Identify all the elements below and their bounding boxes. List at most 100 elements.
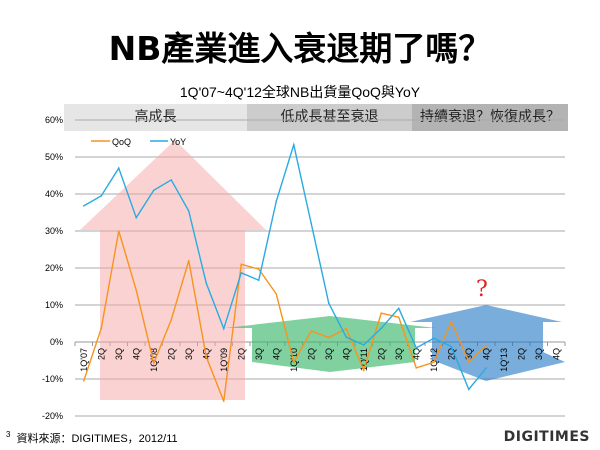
y-tick-label: -10%: [42, 374, 63, 384]
data-point-qoq: [257, 268, 260, 270]
data-point-qoq: [310, 330, 313, 332]
digitimes-logo: DIGITIMES: [503, 429, 590, 445]
data-point-yoy: [327, 302, 330, 304]
y-tick-label: 0%: [50, 337, 63, 347]
x-tick-label: 4Q: [271, 348, 281, 360]
data-point-qoq: [467, 360, 470, 363]
data-point-yoy: [362, 344, 365, 346]
data-point-qoq: [222, 400, 225, 403]
y-tick-label: 30%: [45, 226, 63, 236]
data-point-yoy: [380, 327, 383, 330]
data-point-yoy: [397, 307, 400, 310]
data-point-yoy: [432, 337, 435, 340]
y-tick-label: 50%: [45, 152, 63, 162]
low-growth-arrow: [225, 316, 436, 372]
legend-yoy: YoY: [170, 137, 186, 147]
data-point-qoq: [187, 259, 190, 262]
data-point-yoy: [100, 195, 103, 197]
data-point-yoy: [292, 143, 295, 146]
phase-band-uncertain: 持續衰退？恢復成長？: [412, 104, 568, 131]
x-tick-label: 2Q: [446, 348, 456, 360]
data-point-yoy: [310, 222, 313, 225]
data-point-qoq: [152, 362, 155, 364]
y-tick-label: 40%: [45, 189, 63, 199]
data-point-qoq: [170, 319, 173, 321]
data-point-yoy: [450, 345, 453, 348]
x-tick-label: 4Q: [411, 348, 421, 360]
x-tick-label: 3Q: [184, 348, 194, 360]
data-point-qoq: [240, 263, 243, 266]
y-tick-label: -20%: [42, 411, 63, 421]
source-text: 資料來源：DIGITIMES，2012/11: [16, 433, 178, 445]
phase-band-high-growth: 高成長: [64, 104, 247, 131]
x-tick-label: 3Q: [464, 348, 474, 360]
data-point-qoq: [117, 230, 120, 232]
data-point-yoy: [187, 210, 190, 212]
data-point-yoy: [82, 205, 85, 207]
data-point-qoq: [345, 327, 348, 330]
data-point-qoq: [380, 312, 383, 314]
data-point-yoy: [275, 200, 278, 203]
data-point-yoy: [222, 327, 225, 330]
y-tick-label: 60%: [45, 115, 63, 125]
x-tick-label: 1Q'11: [359, 348, 369, 371]
data-point-yoy: [257, 279, 260, 282]
data-point-yoy: [135, 216, 138, 219]
x-tick-label: 4Q: [481, 348, 491, 360]
x-tick-label: 4Q: [341, 348, 351, 360]
data-point-qoq: [485, 344, 488, 347]
x-tick-label: 1Q'07: [79, 348, 89, 372]
data-point-yoy: [415, 347, 418, 349]
series-line-qoq: [83, 230, 487, 402]
x-tick-label: 3Q: [114, 348, 124, 360]
data-point-qoq: [205, 356, 208, 358]
x-tick-label: 3Q: [324, 348, 334, 360]
uncertain-arrow: [410, 305, 565, 381]
legend-qoq: QoQ: [112, 137, 131, 147]
data-point-qoq: [100, 327, 103, 330]
data-point-yoy: [485, 367, 488, 369]
y-tick-label: 10%: [45, 300, 63, 310]
data-point-qoq: [292, 361, 295, 364]
x-tick-label: 4Q: [551, 348, 561, 360]
x-tick-label: 1Q'12: [429, 348, 439, 372]
x-tick-label: 2Q: [516, 348, 526, 360]
data-point-qoq: [397, 316, 400, 319]
x-tick-label: 2Q: [96, 348, 106, 360]
x-tick-label: 2Q: [376, 348, 386, 360]
x-tick-label: 1Q'09: [219, 348, 229, 372]
data-point-qoq: [135, 289, 138, 292]
x-tick-label: 2Q: [166, 348, 176, 360]
data-point-qoq: [275, 293, 278, 295]
page-number: 3: [6, 430, 11, 439]
x-tick-label: 1Q'13: [499, 348, 509, 372]
y-tick-label: 20%: [45, 263, 63, 273]
x-tick-label: 2Q: [236, 348, 246, 360]
data-point-qoq: [432, 361, 435, 364]
phase-band-low-growth: 低成長甚至衰退: [247, 104, 412, 131]
x-tick-label: 2Q: [306, 348, 316, 360]
data-point-yoy: [152, 189, 155, 192]
data-point-yoy: [170, 179, 173, 181]
footer-source: 3 資料來源：DIGITIMES，2012/11: [6, 430, 178, 446]
x-tick-label: 1Q'08: [149, 348, 159, 372]
data-point-yoy: [205, 282, 208, 284]
x-tick-label: 4Q: [131, 348, 141, 360]
series-line-yoy: [83, 142, 487, 391]
data-point-yoy: [345, 336, 348, 338]
data-point-yoy: [240, 272, 243, 274]
data-point-yoy: [467, 388, 470, 391]
legend: QoQ YoY: [91, 137, 186, 147]
high-growth-arrow: [80, 140, 266, 400]
question-mark: ?: [476, 277, 488, 302]
data-point-qoq: [362, 369, 365, 371]
data-point-qoq: [450, 320, 453, 323]
data-point-qoq: [82, 380, 85, 382]
data-point-qoq: [415, 367, 418, 369]
data-point-yoy: [117, 167, 120, 169]
x-tick-label: 3Q: [394, 348, 404, 360]
slide-title: NB產業進入衰退期了嗎？: [108, 29, 492, 68]
x-tick-label: 3Q: [254, 348, 264, 360]
data-point-qoq: [327, 336, 330, 339]
